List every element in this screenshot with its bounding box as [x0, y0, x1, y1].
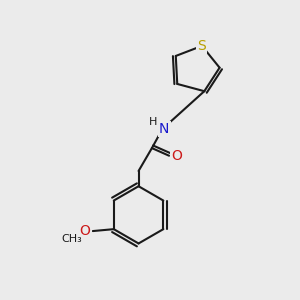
Text: H: H [149, 117, 157, 127]
Text: S: S [198, 39, 206, 53]
Text: O: O [80, 224, 91, 238]
Text: CH₃: CH₃ [61, 234, 82, 244]
Text: O: O [171, 149, 182, 163]
Text: N: N [159, 122, 169, 136]
